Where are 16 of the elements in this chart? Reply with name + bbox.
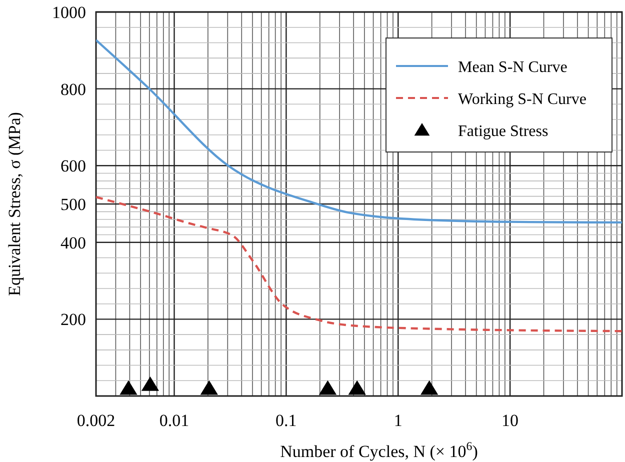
y-tick-label: 1000: [52, 3, 86, 22]
x-tick-label: 0.002: [76, 411, 116, 430]
legend-label: Mean S-N Curve: [458, 59, 568, 76]
x-axis-title: Number of Cycles, N (× 10$^{6}$): [280, 439, 478, 461]
legend-label: Fatigue Stress: [458, 123, 548, 140]
y-tick-label: 500: [60, 195, 86, 214]
y-tick-label: 600: [60, 156, 86, 176]
x-tick-label: 0.1: [276, 411, 297, 430]
legend-label: Working S-N Curve: [458, 91, 586, 108]
y-tick-label: 400: [60, 233, 86, 252]
x-tick-label: 0.01: [159, 411, 190, 430]
x-tick-label: 1: [394, 411, 402, 430]
y-axis-title: Equivalent Stress, σ (MPa): [5, 112, 24, 296]
y-tick-label: 800: [60, 80, 86, 99]
x-tick-label: 10: [502, 411, 519, 430]
y-tick-label: 200: [60, 310, 86, 330]
